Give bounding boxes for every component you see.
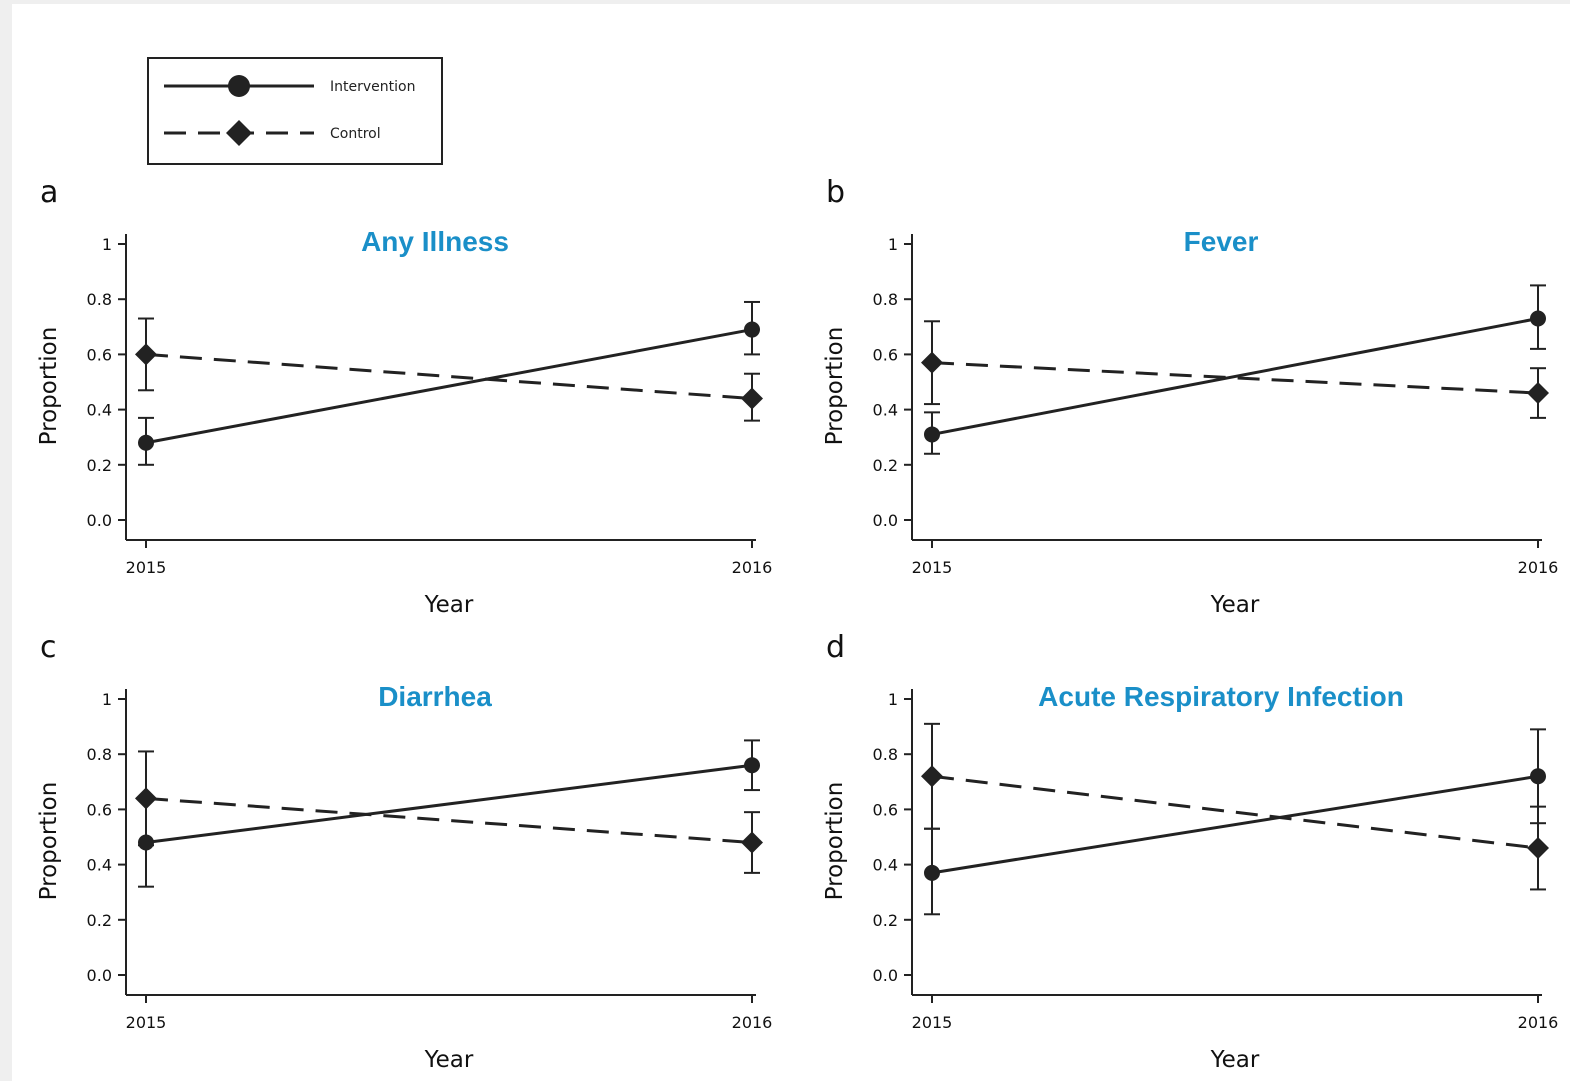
chart-title: Acute Respiratory Infection (1038, 681, 1404, 712)
panel-letter: d (826, 630, 845, 665)
data-point-diamond (921, 765, 943, 788)
data-point-circle (924, 864, 940, 881)
x-axis-label: Year (1210, 1047, 1260, 1073)
series-control (921, 320, 1549, 419)
chart-title: Any Illness (361, 226, 509, 257)
y-tick-label: 0.2 (873, 911, 898, 930)
series-line-intervention (145, 328, 753, 445)
x-tick-label: 2015 (126, 1013, 167, 1032)
x-tick-label: 2016 (732, 558, 773, 577)
data-point-diamond (135, 343, 157, 366)
chart-panel-b: b Fever 0.0 0.2 0.4 0.6 0.8 1 2015 2016 Year Propor… (822, 175, 1558, 618)
data-point-diamond (741, 387, 763, 410)
y-tick-label: 0.6 (873, 800, 898, 819)
chart-panels: a Any Illness 0.0 0.2 0.4 0.6 0.8 1 2015 2016 Year… (36, 175, 1558, 1073)
y-axis-label: Proportion (36, 327, 62, 446)
figure-svg: Intervention Control a Any Illness 0.0 0.2 0… (36, 57, 1558, 1073)
y-tick-label: 0.0 (87, 511, 112, 530)
y-tick-label: 0.2 (87, 456, 112, 475)
legend: Intervention Control (147, 57, 443, 165)
chart-panel-c: c Diarrhea 0.0 0.2 0.4 0.6 0.8 1 2015 2016 Year Pro… (36, 630, 772, 1073)
y-tick-label: 0.6 (87, 800, 112, 819)
legend-item-intervention: Intervention (164, 75, 415, 97)
y-tick-label: 1 (102, 690, 112, 709)
y-axis-label: Proportion (36, 782, 62, 901)
x-tick-label: 2015 (912, 558, 953, 577)
x-tick-label: 2016 (1518, 1013, 1559, 1032)
series-intervention (924, 284, 1546, 455)
data-point-diamond (135, 787, 157, 810)
y-tick-label: 0.0 (87, 966, 112, 985)
chart-title: Diarrhea (378, 681, 492, 712)
data-point-diamond (741, 831, 763, 854)
legend-label-intervention: Intervention (330, 79, 415, 95)
x-tick-label: 2016 (732, 1013, 773, 1032)
series-intervention (138, 300, 760, 466)
data-point-circle (1530, 768, 1546, 785)
x-axis-label: Year (1210, 592, 1260, 618)
x-tick-label: 2015 (912, 1013, 953, 1032)
y-tick-label: 0.4 (87, 856, 112, 875)
y-tick-label: 0.4 (87, 401, 112, 420)
y-tick-label: 0.8 (873, 290, 898, 309)
panel-letter: c (40, 630, 57, 665)
x-axis-label: Year (424, 592, 474, 618)
legend-box (147, 57, 443, 165)
y-tick-label: 0.6 (873, 345, 898, 364)
series-line-control (931, 774, 1539, 850)
data-point-circle (744, 757, 760, 774)
chart-title: Fever (1184, 226, 1259, 257)
x-tick-label: 2015 (126, 558, 167, 577)
series-control (135, 317, 763, 422)
data-point-diamond (1527, 837, 1549, 860)
y-tick-label: 1 (888, 235, 898, 254)
data-point-circle (744, 321, 760, 338)
y-tick-label: 0.0 (873, 966, 898, 985)
chart-panel-d: d Acute Respiratory Infection 0.0 0.2 0.4 0.6… (822, 630, 1558, 1073)
legend-diamond-marker (226, 120, 252, 146)
y-tick-label: 0.8 (87, 290, 112, 309)
legend-circle-marker (228, 75, 250, 97)
series-line-intervention (931, 774, 1539, 875)
panel-letter: a (40, 175, 58, 210)
series-control (135, 750, 763, 874)
y-tick-label: 1 (102, 235, 112, 254)
data-point-circle (924, 426, 940, 443)
y-tick-label: 1 (888, 690, 898, 709)
y-tick-label: 0.4 (873, 856, 898, 875)
x-tick-label: 2016 (1518, 558, 1559, 577)
series-intervention (924, 728, 1546, 916)
y-tick-label: 0.8 (873, 745, 898, 764)
chart-panel-a: a Any Illness 0.0 0.2 0.4 0.6 0.8 1 2015 2016 Year… (36, 175, 772, 618)
figure-canvas: Intervention Control a Any Illness 0.0 0.2 0… (12, 4, 1570, 1081)
y-tick-label: 0.8 (87, 745, 112, 764)
y-tick-label: 0.2 (873, 456, 898, 475)
series-line-intervention (931, 317, 1539, 436)
y-tick-label: 0.4 (873, 401, 898, 420)
x-axis-label: Year (424, 1047, 474, 1073)
y-axis-label: Proportion (822, 782, 848, 901)
data-point-circle (1530, 310, 1546, 327)
legend-item-control: Control (164, 120, 381, 146)
y-tick-label: 0.6 (87, 345, 112, 364)
panel-letter: b (826, 175, 845, 210)
y-axis-label: Proportion (822, 327, 848, 446)
y-tick-label: 0.0 (873, 511, 898, 530)
series-line-intervention (145, 763, 753, 845)
legend-label-control: Control (330, 126, 381, 142)
y-tick-label: 0.2 (87, 911, 112, 930)
series-line-control (145, 352, 753, 401)
data-point-diamond (1527, 382, 1549, 405)
data-point-circle (138, 434, 154, 451)
data-point-diamond (921, 351, 943, 374)
series-control (921, 722, 1549, 891)
series-intervention (138, 739, 760, 888)
